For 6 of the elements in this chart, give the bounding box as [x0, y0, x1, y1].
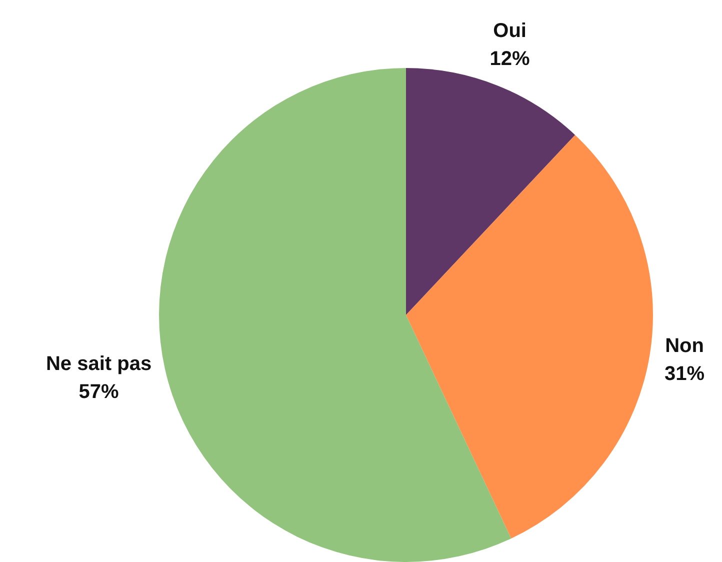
- data-label: 12%: [490, 48, 530, 70]
- data-label: 57%: [78, 380, 120, 403]
- slice-label: Oui: [493, 20, 526, 42]
- slice-label: Non: [665, 334, 704, 357]
- data-label: 31%: [664, 362, 705, 385]
- slice-label: Ne sait pas: [46, 352, 152, 375]
